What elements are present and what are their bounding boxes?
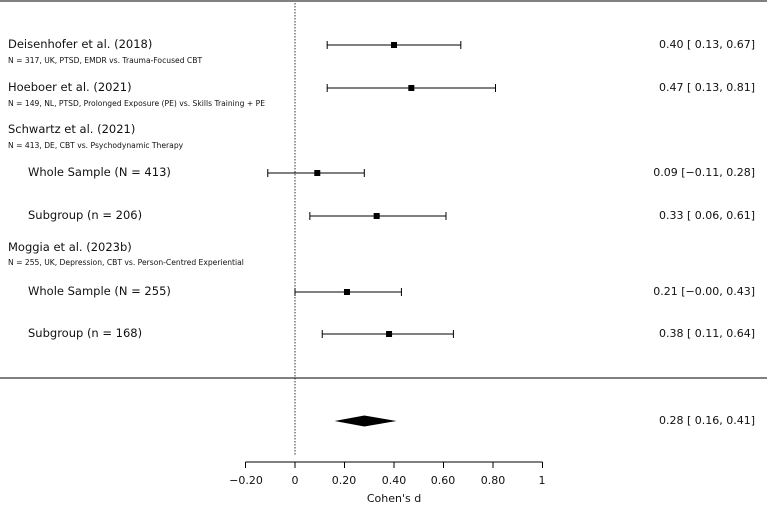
x-tick-label: 1 <box>538 474 546 487</box>
study-label-deisenhofer: Deisenhofer et al. (2018) <box>8 37 153 51</box>
ci-text-schwartz-sub: 0.33 [ 0.06, 0.61] <box>658 209 755 222</box>
ci-text-deisenhofer: 0.40 [ 0.13, 0.67] <box>658 38 755 51</box>
point-estimate <box>343 289 350 295</box>
subgroup-label-moggia-sub: Subgroup (n = 168) <box>28 326 143 340</box>
ci-text-hoeboer: 0.47 [ 0.13, 0.81] <box>658 81 755 94</box>
x-tick-label: 0.40 <box>381 474 407 487</box>
subgroup-label-schwartz-sub: Subgroup (n = 206) <box>28 208 143 222</box>
ci-text-schwartz-whole: 0.09 [−0.11, 0.28] <box>653 166 755 179</box>
study-label-moggia: Moggia et al. (2023b) <box>8 240 132 254</box>
x-tick-label: 0.20 <box>331 474 357 487</box>
study-detail-schwartz: N = 413, DE, CBT vs. Psychodynamic Thera… <box>8 141 184 150</box>
study-label-schwartz: Schwartz et al. (2021) <box>8 122 136 136</box>
point-estimate <box>391 42 397 48</box>
x-tick-label: 0.80 <box>480 474 506 487</box>
subgroup-label-moggia-whole: Whole Sample (N = 255) <box>28 284 171 298</box>
point-estimate <box>373 213 380 219</box>
point-estimate <box>314 170 321 176</box>
x-tick-label: 0.60 <box>430 474 456 487</box>
x-tick-label: −0.20 <box>229 474 263 487</box>
ci-text-pooled: 0.28 [ 0.16, 0.41] <box>658 414 755 427</box>
point-estimate <box>408 85 415 91</box>
subgroup-label-schwartz-whole: Whole Sample (N = 413) <box>28 165 171 179</box>
x-tick-label: 0 <box>291 474 299 487</box>
study-label-hoeboer: Hoeboer et al. (2021) <box>8 80 132 94</box>
pooled-estimate-diamond <box>334 415 397 427</box>
x-axis-label: Cohen's d <box>366 492 422 505</box>
study-detail-moggia: N = 255, UK, Depression, CBT vs. Person-… <box>8 258 244 267</box>
study-detail-deisenhofer: N = 317, UK, PTSD, EMDR vs. Trauma-Focus… <box>8 56 203 65</box>
ci-text-moggia-sub: 0.38 [ 0.11, 0.64] <box>658 327 755 340</box>
study-detail-hoeboer: N = 149, NL, PTSD, Prolonged Exposure (P… <box>8 99 265 108</box>
ci-text-moggia-whole: 0.21 [−0.00, 0.43] <box>653 285 755 298</box>
point-estimate <box>386 331 393 337</box>
